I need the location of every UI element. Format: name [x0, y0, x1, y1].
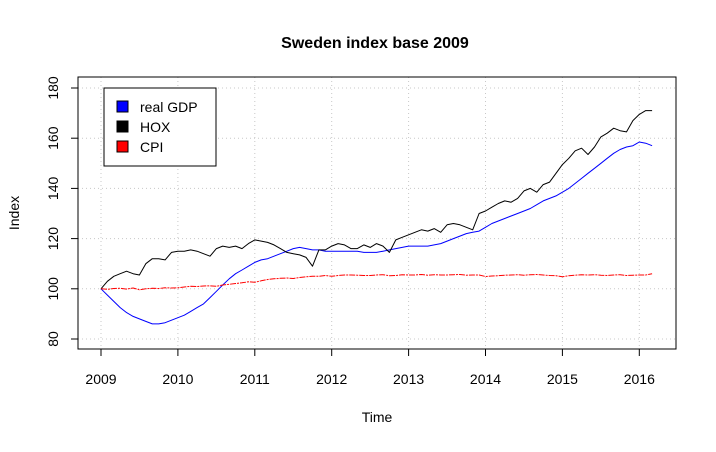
x-tick-label: 2015: [547, 371, 578, 387]
legend: real GDP HOX CPI: [103, 87, 217, 167]
x-axis-title: Time: [362, 409, 393, 425]
x-tick-label: 2009: [85, 371, 116, 387]
y-tick-label: 180: [45, 76, 61, 100]
series-line-real-gdp: [100, 141, 653, 325]
legend-label-real-gdp: real GDP: [140, 99, 198, 115]
y-tick-label: 160: [45, 126, 61, 150]
legend-label-cpi: CPI: [140, 139, 163, 155]
x-axis: 2009 2010 2011 2012 2013 2014 2015 2016: [85, 348, 655, 387]
y-axis: 80 100 120 140 160 180: [45, 76, 79, 347]
x-tick-label: 2014: [470, 371, 501, 387]
y-tick-label: 120: [45, 227, 61, 251]
x-tick-label: 2012: [316, 371, 347, 387]
x-tick-label: 2016: [624, 371, 655, 387]
chart-title: Sweden index base 2009: [281, 35, 469, 52]
legend-swatch-real-gdp: [116, 100, 129, 113]
series-line-cpi: [100, 273, 653, 291]
y-tick-label: 140: [45, 177, 61, 201]
y-axis-title: Index: [6, 196, 22, 230]
legend-swatch-cpi: [116, 140, 129, 153]
legend-swatch-hox: [116, 120, 129, 133]
y-tick-label: 80: [45, 331, 61, 347]
legend-label-hox: HOX: [140, 119, 171, 135]
x-tick-label: 2010: [162, 371, 193, 387]
x-tick-label: 2011: [240, 371, 270, 387]
grid-lines: [78, 77, 676, 349]
y-tick-label: 100: [45, 277, 61, 301]
series-line-hox: [100, 110, 653, 290]
x-tick-label: 2013: [393, 371, 424, 387]
series-lines: [100, 110, 653, 325]
